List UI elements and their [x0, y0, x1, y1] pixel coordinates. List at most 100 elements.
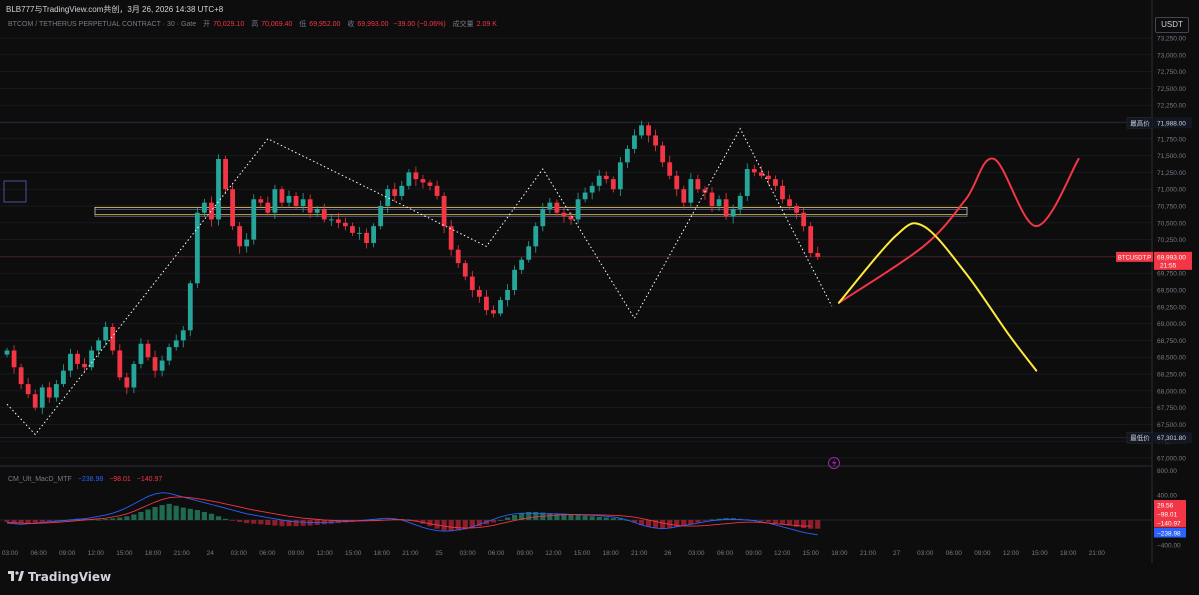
candle-body — [780, 185, 785, 200]
candle — [709, 187, 715, 213]
candle-body — [646, 125, 651, 136]
time-tick-label: 26 — [664, 550, 672, 557]
candle — [286, 190, 292, 207]
candle-body — [667, 162, 673, 176]
close-label: 收 — [347, 21, 355, 28]
candle — [512, 265, 517, 296]
macd-value-1: −238.98 — [77, 476, 104, 483]
macd-histogram-bar — [244, 520, 250, 524]
macd-histogram-bar — [413, 520, 419, 522]
candle — [46, 381, 52, 403]
candle-body — [505, 290, 510, 301]
macd-histogram-bar — [427, 520, 433, 527]
time-tick-label: 09:00 — [288, 550, 305, 557]
price-tick-label: 71,750.00 — [1157, 136, 1186, 143]
candle-body — [498, 300, 503, 314]
candle — [350, 222, 355, 237]
time-axis[interactable]: 03:00 06:00 09:00 12:00 15:00 18:00 21:00 24 03:… — [2, 550, 1105, 557]
candle-body — [632, 135, 637, 149]
highest-price-tag-value: 71,988.00 — [1157, 120, 1186, 127]
candle — [251, 194, 257, 245]
macd-histogram-bar — [702, 520, 708, 521]
candle — [526, 241, 532, 263]
macd-histogram-bar — [631, 520, 638, 523]
symbol-legend[interactable]: BTCOM / TETHERUS PERPETUAL CONTRACT · 30… — [8, 19, 497, 29]
candle-body — [321, 209, 327, 220]
candle-body — [11, 350, 17, 368]
macd-histogram-bar — [709, 519, 715, 521]
price-tick-label: 69,250.00 — [1157, 304, 1186, 311]
candle-body — [138, 343, 144, 364]
candle-body — [272, 189, 278, 213]
price-tick-label: 67,000.00 — [1157, 456, 1186, 463]
candle-body — [603, 175, 609, 180]
candle-body — [723, 199, 729, 217]
macd-legend[interactable]: CM_Ult_MacD_MTF −238.98 −98.01 −140.97 — [8, 476, 162, 483]
time-tick-label: 15:00 — [345, 550, 362, 557]
candle — [96, 337, 102, 358]
candle — [695, 174, 701, 193]
candle — [364, 228, 369, 249]
candle-body — [350, 226, 355, 233]
candle-body — [124, 377, 130, 388]
candle-body — [244, 239, 250, 247]
candle-body — [343, 222, 348, 227]
candle — [737, 192, 743, 216]
candle — [758, 165, 764, 179]
symbol-name[interactable]: BTCOM / TETHERUS PERPETUAL CONTRACT · 30… — [8, 21, 197, 28]
macd-histogram-bar — [279, 520, 285, 527]
candle — [653, 129, 658, 152]
time-tick-label: 12:00 — [316, 550, 333, 557]
candlestick-series — [4, 120, 821, 414]
price-tick-label: 68,500.00 — [1157, 355, 1186, 362]
candle — [89, 346, 94, 371]
macd-signal-line — [6, 496, 811, 529]
candle — [61, 364, 66, 388]
candle — [427, 179, 433, 191]
candle-body — [561, 212, 567, 217]
time-tick-label: 18:00 — [145, 550, 162, 557]
candle — [18, 363, 24, 390]
candle — [399, 181, 405, 201]
candle-body — [625, 148, 630, 163]
macd-histogram-bar — [441, 520, 447, 531]
time-tick-label: 24 — [207, 550, 215, 557]
time-tick-label: 21:00 — [631, 550, 648, 557]
candle-body — [209, 202, 214, 220]
forecast-bullish-path — [837, 157, 1080, 304]
candle-body — [469, 276, 475, 290]
currency-selector[interactable]: USDT — [1155, 17, 1189, 33]
macd-histogram-bar — [582, 515, 588, 520]
macd-histogram-bar — [716, 518, 722, 520]
left-drawing-box[interactable] — [3, 180, 27, 203]
low-value: 69,952.00 — [309, 21, 341, 28]
lightning-icon[interactable] — [828, 457, 840, 469]
macd-histogram-bar — [561, 513, 567, 520]
candle — [462, 260, 468, 281]
macd-histogram-bar — [46, 520, 52, 522]
price-chart[interactable]: 73,250.00 73,000.00 72,750.00 72,500.00 72,2… — [0, 0, 1199, 563]
price-tick-label: 69,000.00 — [1157, 321, 1186, 328]
candle — [159, 355, 165, 377]
candle-body — [187, 283, 193, 331]
candle — [505, 284, 510, 307]
macd-histogram-bar — [568, 514, 574, 520]
candle-body — [575, 199, 581, 220]
macd-histogram-bar — [674, 520, 680, 527]
candle-body — [660, 145, 666, 163]
candle-body — [547, 202, 553, 210]
candle-body — [787, 199, 792, 206]
macd-histogram-bar — [660, 520, 666, 529]
candle-body — [554, 202, 560, 213]
macd-title[interactable]: CM_Ult_MacD_MTF — [8, 476, 72, 483]
time-tick-label: 06:00 — [946, 550, 963, 557]
candle — [617, 157, 623, 196]
candle-body — [801, 212, 807, 227]
zigzag-pattern-line — [6, 127, 833, 436]
price-axis[interactable]: 73,250.00 73,000.00 72,750.00 72,500.00 72,2… — [1157, 36, 1186, 550]
candle — [244, 233, 250, 253]
macd-histogram-bar — [145, 509, 151, 520]
symbol-tag-label: BTCUSDT.P — [1118, 255, 1151, 261]
macd-histogram-bar — [490, 520, 497, 523]
candle — [103, 321, 109, 346]
